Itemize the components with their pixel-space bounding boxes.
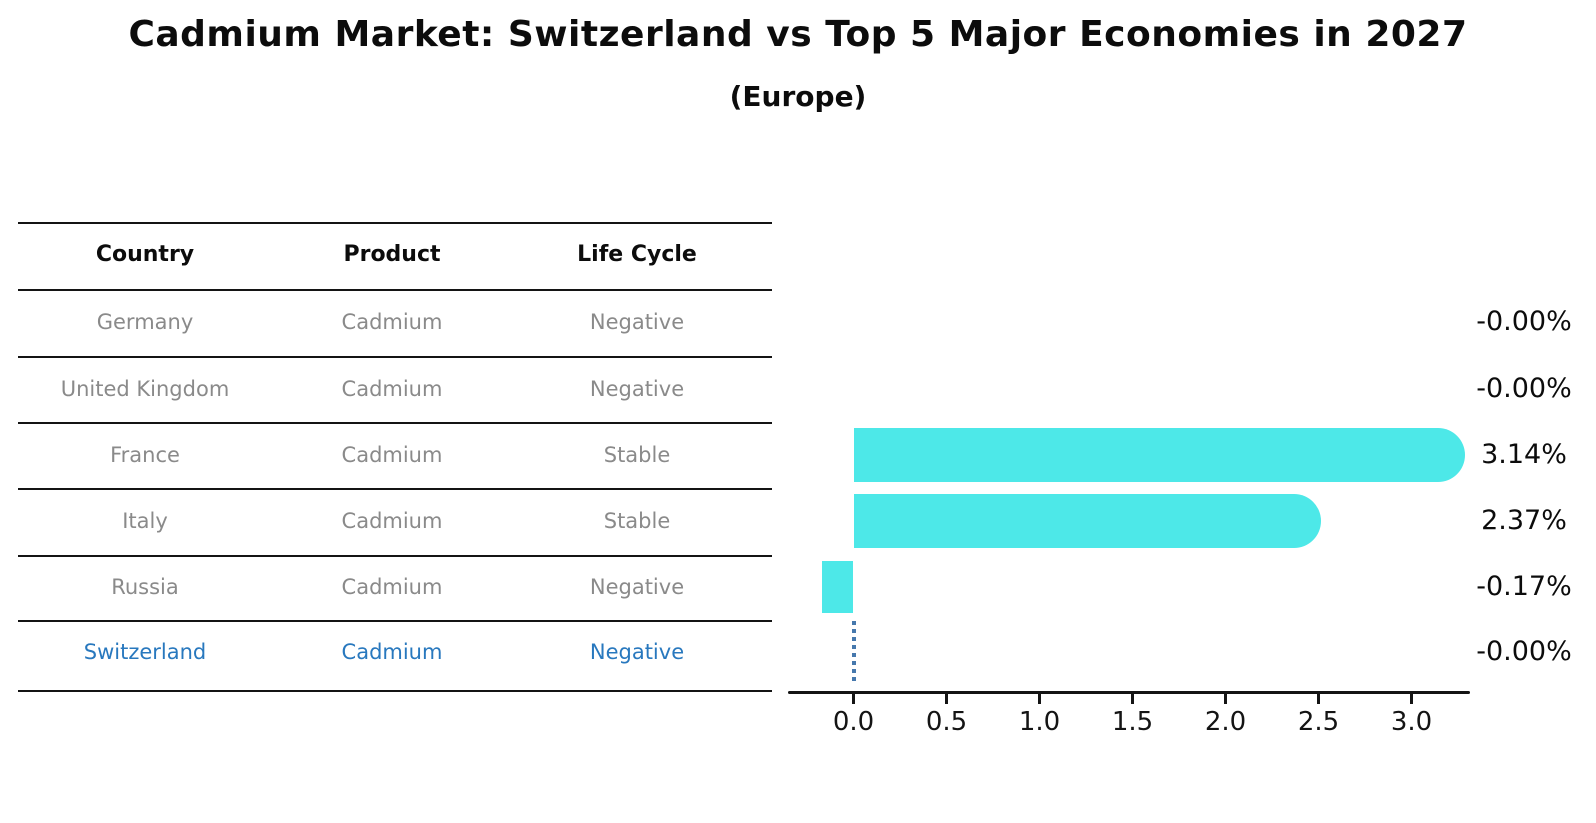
table-header-product: Product: [343, 242, 441, 267]
table-row-rule: [18, 356, 772, 358]
table-row-rule: [18, 488, 772, 490]
cell-product-switzerland: Cadmium: [341, 640, 443, 664]
cell-product-russia: Cadmium: [341, 575, 443, 599]
cell-life-cycle-germany: Negative: [589, 310, 685, 334]
cell-life-cycle-united-kingdom: Negative: [589, 377, 685, 401]
chart-title: Cadmium Market: Switzerland vs Top 5 Maj…: [128, 14, 1468, 55]
x-tick: [945, 694, 948, 704]
cell-product-france: Cadmium: [341, 443, 443, 467]
highlight-marker-switzerland: [851, 621, 856, 683]
bar-italy: [853, 494, 1322, 548]
table-top-rule: [18, 222, 772, 224]
table-row-rule: [18, 422, 772, 424]
cell-country-germany: Germany: [96, 310, 194, 334]
table-row-rule: [18, 620, 772, 622]
x-tick-label: 0.0: [832, 707, 875, 737]
cell-product-italy: Cadmium: [341, 509, 443, 533]
table-header-country: Country: [95, 242, 195, 267]
x-axis-line: [788, 691, 1470, 694]
cell-country-italy: Italy: [122, 509, 168, 533]
x-tick: [1038, 694, 1041, 704]
chart-subtitle: (Europe): [729, 80, 867, 113]
cell-life-cycle-switzerland: Negative: [589, 640, 685, 664]
cell-country-russia: Russia: [111, 575, 179, 599]
x-tick: [1410, 694, 1413, 704]
table-row-rule: [18, 289, 772, 291]
cell-country-france: France: [110, 443, 180, 467]
table-header-life-cycle: Life Cycle: [577, 242, 697, 267]
x-tick: [852, 694, 855, 704]
x-tick-label: 2.5: [1297, 707, 1340, 737]
x-tick-label: 3.0: [1390, 707, 1433, 737]
x-tick: [1224, 694, 1227, 704]
value-label-russia: -0.17%: [1476, 571, 1572, 602]
value-label-germany: -0.00%: [1476, 306, 1572, 337]
bar-russia: [821, 561, 854, 613]
cell-product-united-kingdom: Cadmium: [341, 377, 443, 401]
value-label-france: 3.14%: [1481, 439, 1567, 470]
x-tick-label: 0.5: [925, 707, 968, 737]
value-label-united-kingdom: -0.00%: [1476, 373, 1572, 404]
x-tick: [1131, 694, 1134, 704]
bar-france: [853, 428, 1465, 482]
cell-life-cycle-italy: Stable: [603, 509, 671, 533]
value-label-italy: 2.37%: [1481, 505, 1567, 536]
table-row-rule: [18, 555, 772, 557]
table-bottom-rule: [18, 690, 772, 692]
cell-life-cycle-france: Stable: [603, 443, 671, 467]
x-tick-label: 1.5: [1111, 707, 1154, 737]
cell-product-germany: Cadmium: [341, 310, 443, 334]
x-tick: [1317, 694, 1320, 704]
value-label-switzerland: -0.00%: [1476, 636, 1572, 667]
x-tick-label: 1.0: [1018, 707, 1061, 737]
cell-country-switzerland: Switzerland: [83, 640, 207, 664]
x-tick-label: 2.0: [1204, 707, 1247, 737]
cell-country-united-kingdom: United Kingdom: [60, 377, 230, 401]
cell-life-cycle-russia: Negative: [589, 575, 685, 599]
